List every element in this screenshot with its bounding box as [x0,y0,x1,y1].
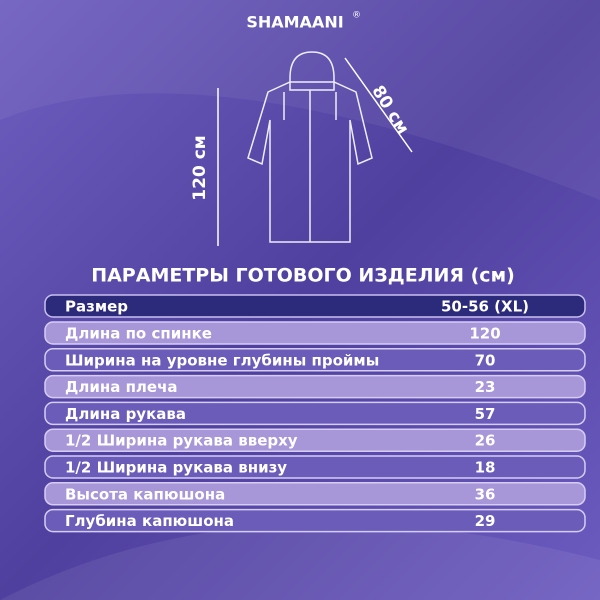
row-label: Ширина на уровне глубины проймы [65,351,379,369]
row-value: 36 [475,485,496,503]
table-row [44,401,586,426]
table-row [44,455,586,479]
brand: SHAMAANI [246,13,343,32]
length-label: 120 см [190,135,210,200]
row-label: Глубина капюшона [65,512,234,530]
dimension-lines [217,57,413,246]
swirl [0,0,600,200]
title: ПАРАМЕТРЫ ГОТОВОГО ИЗДЕЛИЯ (см) [91,265,515,287]
row-value: 120 [469,325,500,343]
row-value: 26 [475,432,496,450]
row-value: 18 [475,459,496,477]
raincoat [247,51,373,243]
swirl [0,523,600,600]
table-row [44,321,586,345]
row-label: 1/2 Ширина рукава вверху [65,432,298,450]
row-value: 50-56 (XL) [441,298,529,316]
table-row [44,374,586,399]
table-row [44,428,586,452]
row-label: Длина рукава [65,405,186,423]
brand-mark: ® [352,11,361,21]
table-row [44,508,586,533]
row-label: 1/2 Ширина рукава внизу [65,459,287,477]
row-label: Длина плеча [65,378,178,396]
row-value: 29 [475,512,496,530]
header-row [44,294,586,318]
table-row [44,348,586,372]
row-value: 70 [475,351,496,369]
row-label: Размер [65,298,128,316]
row-label: Высота капюшона [65,485,225,503]
table-row [44,482,586,506]
row-value: 57 [475,405,496,423]
row-value: 23 [475,378,496,396]
row-label: Длина по спинке [65,325,212,343]
